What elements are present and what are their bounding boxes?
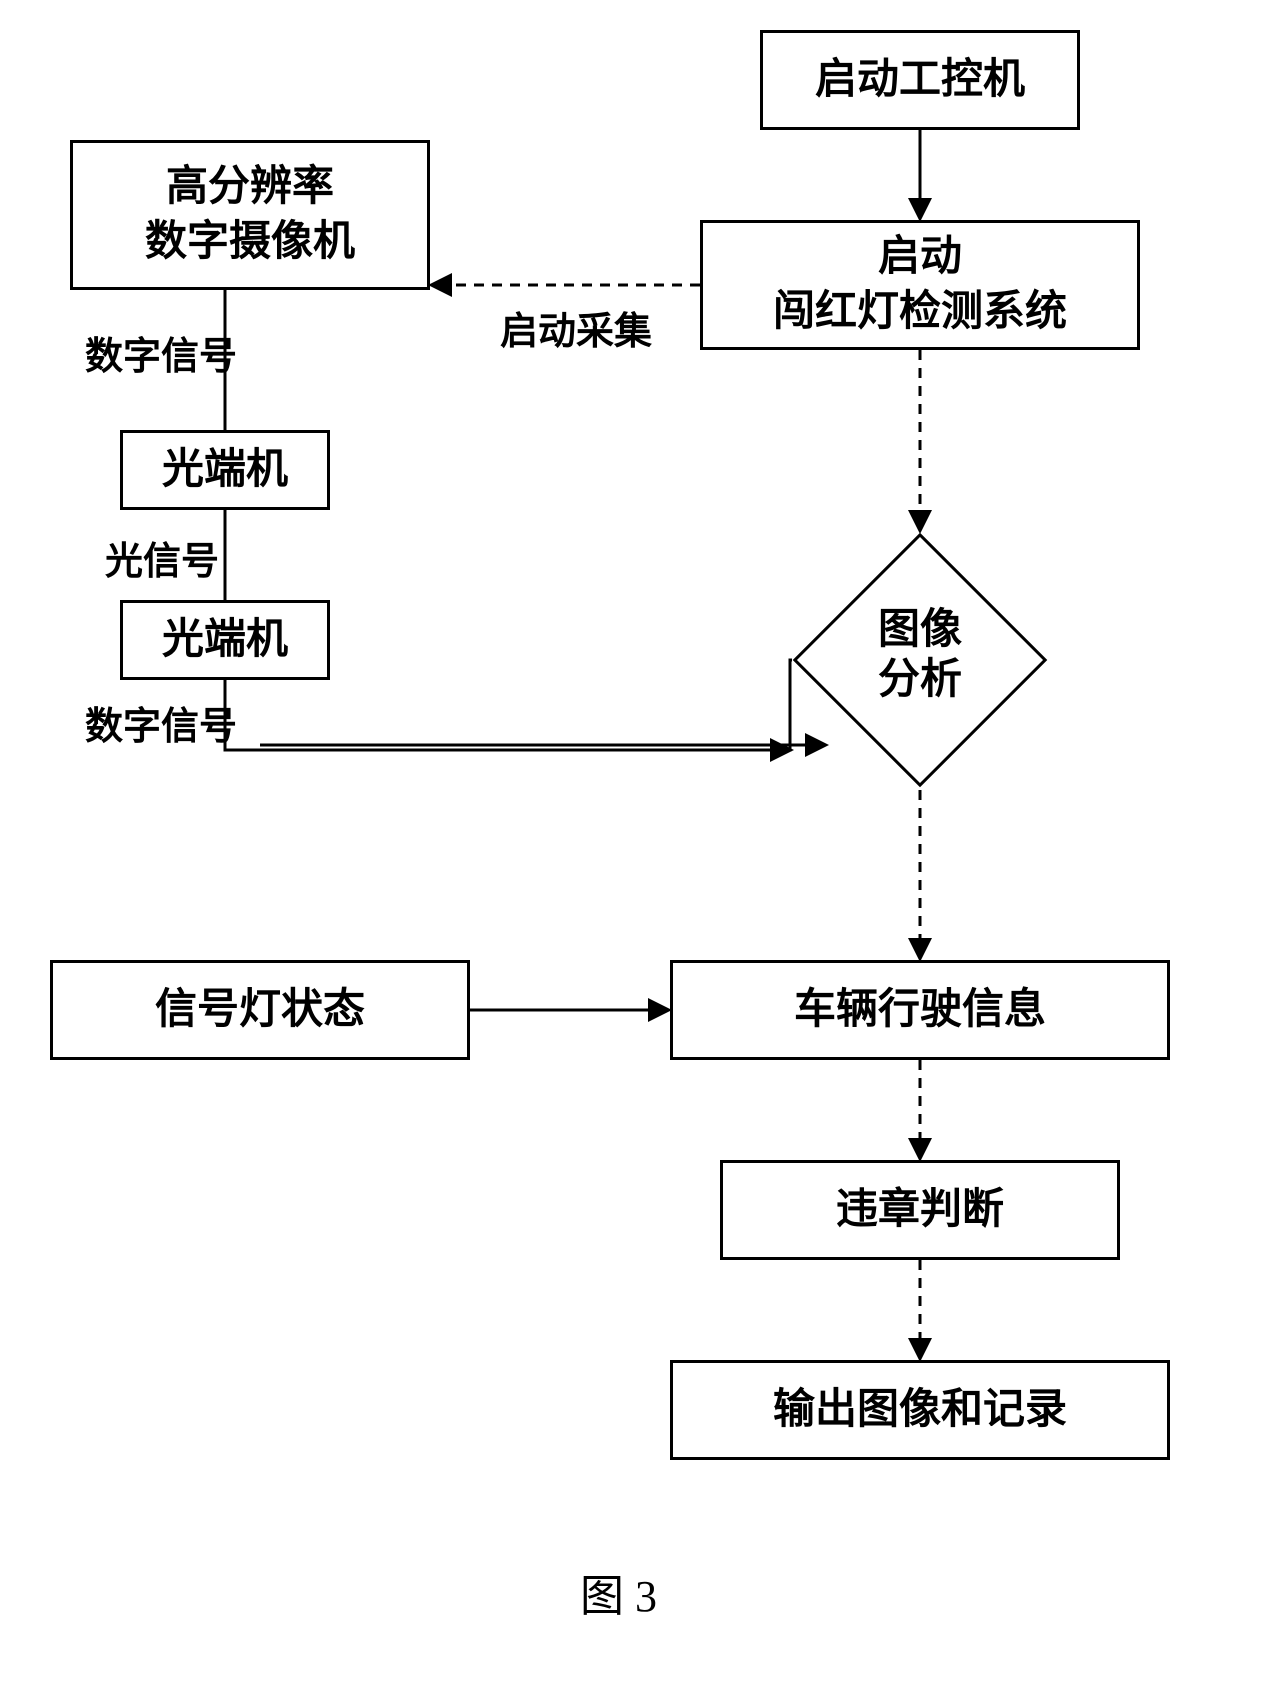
node-label: 光端机 (162, 613, 288, 668)
node-traffic-light: 信号灯状态 (50, 960, 470, 1060)
node-label: 车辆行驶信息 (794, 983, 1046, 1038)
node-image-analysis: 图像 分析 (860, 605, 980, 706)
node-label: 输出图像和记录 (773, 1383, 1067, 1438)
node-label: 启动 闯红灯检测系统 (773, 230, 1067, 339)
edge-label-digital-2: 数字信号 (85, 695, 237, 750)
node-label: 图像 分析 (878, 607, 962, 703)
figure-caption: 图 3 (580, 1560, 657, 1624)
node-violation: 违章判断 (720, 1160, 1120, 1260)
node-start-ipc: 启动工控机 (760, 30, 1080, 130)
node-start-detection: 启动 闯红灯检测系统 (700, 220, 1140, 350)
node-output: 输出图像和记录 (670, 1360, 1170, 1460)
node-vehicle-info: 车辆行驶信息 (670, 960, 1170, 1060)
node-label: 违章判断 (836, 1183, 1004, 1238)
node-label: 高分辨率 数字摄像机 (145, 160, 355, 269)
node-label: 启动工控机 (815, 53, 1025, 108)
node-label: 光端机 (162, 443, 288, 498)
node-camera: 高分辨率 数字摄像机 (70, 140, 430, 290)
node-optical-1: 光端机 (120, 430, 330, 510)
edge-label-start-capture: 启动采集 (500, 300, 652, 355)
node-label: 信号灯状态 (155, 983, 365, 1038)
edge-label-optical: 光信号 (105, 530, 219, 585)
edge-label-digital-1: 数字信号 (85, 325, 237, 380)
node-optical-2: 光端机 (120, 600, 330, 680)
edge-digital2-to-diamond (0, 0, 1275, 800)
